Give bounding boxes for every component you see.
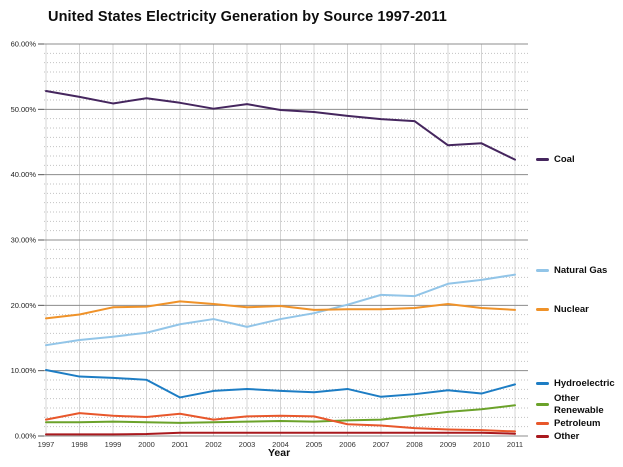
series-line-other-renewable [45, 404, 516, 424]
x-tick-label: 2000 [138, 440, 155, 449]
legend-swatch-petroleum [536, 422, 549, 426]
x-tick-label: 2010 [473, 440, 490, 449]
legend-swatch-hydroelectric [536, 382, 549, 386]
legend-label-hydroelectric: Hydroelectric [554, 378, 615, 389]
legend-item-other-renewable: Other Renewable [536, 393, 614, 417]
legend-swatch-other [536, 435, 549, 439]
legend-swatch-nuclear [536, 308, 549, 312]
legend-swatch-other-renewable [536, 403, 549, 407]
x-tick-label: 2002 [205, 440, 222, 449]
y-tick-label: 40.00% [11, 170, 37, 179]
chart-title: United States Electricity Generation by … [48, 9, 447, 25]
legend-swatch-coal [536, 158, 549, 162]
legend-swatch-natural-gas [536, 269, 549, 273]
x-tick-label: 1999 [105, 440, 122, 449]
x-axis-title: Year [268, 447, 291, 459]
x-tick-label: 2011 [507, 440, 523, 449]
x-tick-label: 2008 [406, 440, 423, 449]
x-tick-label: 1998 [71, 440, 88, 449]
x-tick-label: 2007 [373, 440, 390, 449]
y-tick-label: 50.00% [11, 105, 37, 114]
legend-item-coal: Coal [536, 154, 575, 166]
x-tick-label: 2003 [239, 440, 256, 449]
legend-item-nuclear: Nuclear [536, 304, 589, 316]
legend-label-nuclear: Nuclear [554, 304, 589, 315]
x-tick-labels: 1997 1998 1999 2000 2001 2002 2003 2004 2005 2006… [38, 440, 523, 449]
y-tick-label: 0.00% [15, 432, 37, 441]
y-tick-label: 30.00% [11, 236, 37, 245]
legend-label-petroleum: Petroleum [554, 418, 601, 429]
y-tick-label: 10.00% [11, 366, 37, 375]
legend-item-petroleum: Petroleum [536, 418, 600, 430]
y-tick-label: 20.00% [11, 301, 37, 310]
x-tick-label: 2005 [306, 440, 323, 449]
series-line-nuclear [45, 300, 516, 320]
x-tick-label: 2006 [339, 440, 356, 449]
series-line-petroleum [45, 412, 516, 433]
x-tick-label: 2001 [172, 440, 189, 449]
legend-item-hydroelectric: Hydroelectric [536, 378, 615, 390]
y-tick-label: 60.00% [11, 40, 37, 49]
series-line-other [45, 431, 516, 436]
legend-label-coal: Coal [554, 154, 575, 165]
series-line-coal [45, 90, 516, 161]
x-tick-label: 1997 [38, 440, 55, 449]
legend-item-other: Other [536, 431, 579, 443]
x-tick-label: 2009 [440, 440, 457, 449]
series-line-natural-gas [45, 273, 516, 347]
legend-label-other-renewable: Other Renewable [554, 393, 604, 416]
legend-label-other: Other [554, 431, 580, 442]
major-gridlines: 60.00% 50.00% 40.00% 30.00% 20.00% 10.00% 0.00… [11, 40, 528, 441]
legend-item-natural-gas: Natural Gas [536, 265, 607, 277]
x-tick-label: 2004 [272, 440, 289, 449]
series-line-hydroelectric [45, 369, 516, 399]
legend-label-natural-gas: Natural Gas [554, 265, 608, 276]
